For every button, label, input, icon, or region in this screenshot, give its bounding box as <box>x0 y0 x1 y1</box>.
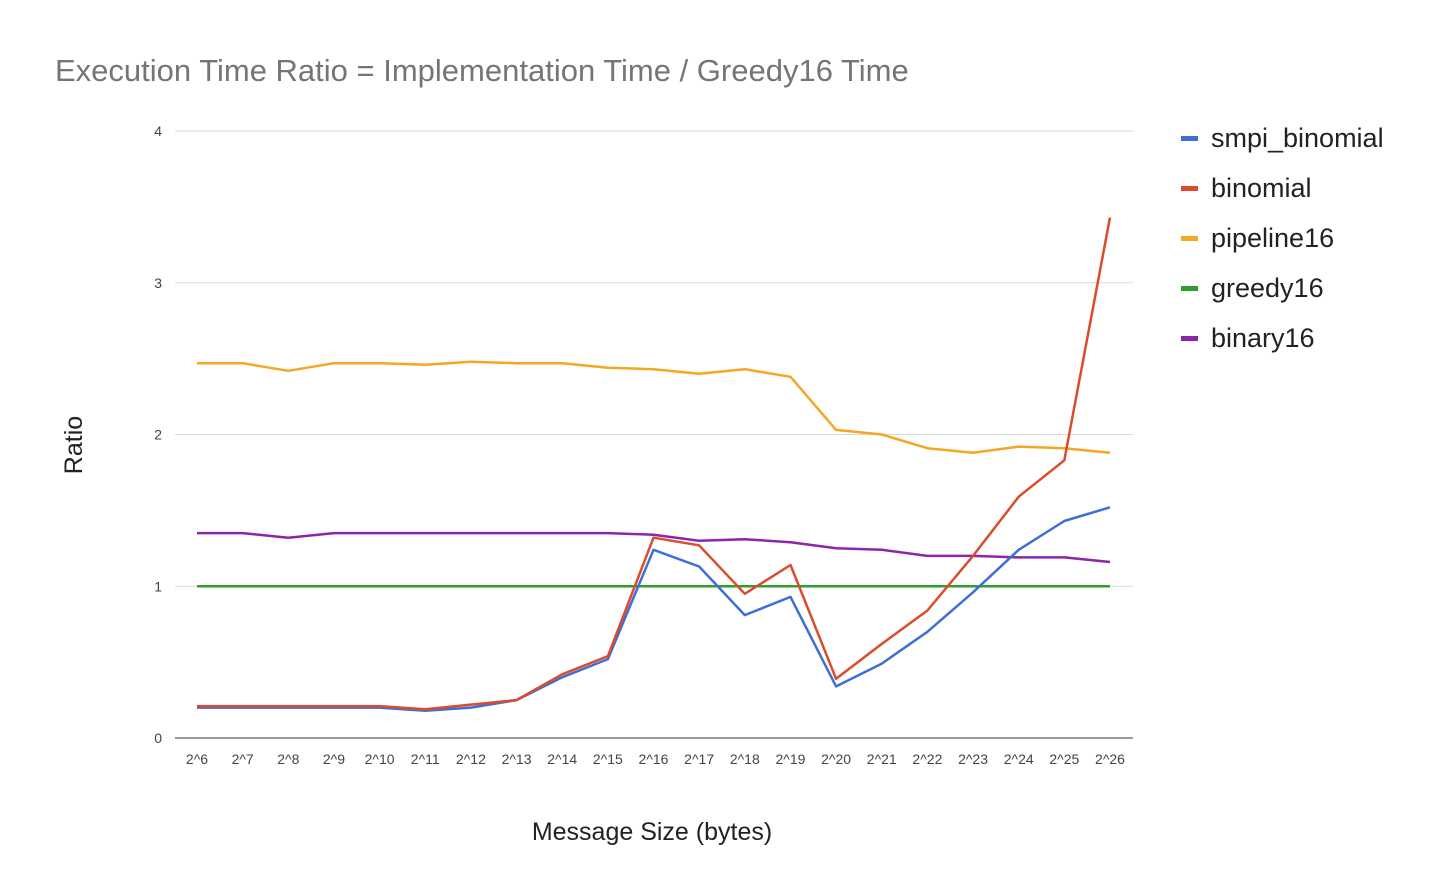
x-tick-label: 2^8 <box>277 751 299 767</box>
legend-swatch-pipeline16 <box>1181 236 1198 241</box>
x-tick-label: 2^6 <box>186 751 208 767</box>
x-tick-label: 2^11 <box>411 751 440 767</box>
x-tick-label: 2^26 <box>1095 751 1125 767</box>
x-tick-label: 2^15 <box>593 751 623 767</box>
x-tick-label: 2^20 <box>821 751 851 767</box>
x-tick-label: 2^10 <box>365 751 395 767</box>
legend-label-greedy16: greedy16 <box>1211 273 1324 303</box>
y-tick-label: 4 <box>154 123 162 139</box>
x-tick-label: 2^12 <box>456 751 486 767</box>
x-tick-label: 2^21 <box>867 751 897 767</box>
x-tick-label: 2^7 <box>232 751 254 767</box>
x-tick-label: 2^13 <box>502 751 532 767</box>
grid-lines <box>175 130 1133 587</box>
legend-swatch-greedy16 <box>1181 286 1198 291</box>
series-line-pipeline16 <box>197 360 1111 454</box>
y-axis-title: Ratio <box>60 416 88 474</box>
y-tick-label: 3 <box>154 275 162 291</box>
series-line-binary16 <box>197 531 1111 564</box>
x-tick-label: 2^17 <box>684 751 714 767</box>
x-tick-label: 2^9 <box>323 751 345 767</box>
x-tick-label: 2^18 <box>730 751 760 767</box>
x-tick-label: 2^16 <box>639 751 669 767</box>
series-line-binomial <box>197 217 1112 711</box>
legend-label-pipeline16: pipeline16 <box>1211 223 1334 253</box>
series-line-smpi_binomial <box>197 506 1111 712</box>
chart-title: Execution Time Ratio = Implementation Ti… <box>55 53 909 88</box>
legend-label-smpi_binomial: smpi_binomial <box>1211 123 1384 153</box>
y-tick-label: 0 <box>154 730 162 746</box>
x-tick-label: 2^23 <box>958 751 988 767</box>
legend-swatch-binary16 <box>1181 336 1198 341</box>
legend-swatch-binomial <box>1181 186 1198 191</box>
legend: smpi_binomial binomial pipeline16 greedy16 b… <box>1181 123 1384 353</box>
y-axis-ticks: 0 1 2 3 4 <box>154 123 162 746</box>
x-tick-label: 2^25 <box>1049 751 1079 767</box>
legend-swatch-smpi_binomial <box>1181 136 1198 141</box>
x-tick-label: 2^19 <box>775 751 805 767</box>
y-tick-label: 2 <box>154 427 162 443</box>
series-lines <box>197 217 1112 712</box>
y-tick-label: 1 <box>154 578 162 594</box>
legend-label-binomial: binomial <box>1211 173 1312 203</box>
x-axis-title: Message Size (bytes) <box>532 818 772 846</box>
x-tick-label: 2^14 <box>547 751 577 767</box>
x-axis-ticks: 2^6 2^7 2^8 2^9 2^10 2^11 2^12 2^13 2^14 2^15 2^16… <box>186 751 1125 767</box>
x-tick-label: 2^22 <box>912 751 942 767</box>
x-tick-label: 2^24 <box>1004 751 1034 767</box>
legend-label-binary16: binary16 <box>1211 323 1315 353</box>
